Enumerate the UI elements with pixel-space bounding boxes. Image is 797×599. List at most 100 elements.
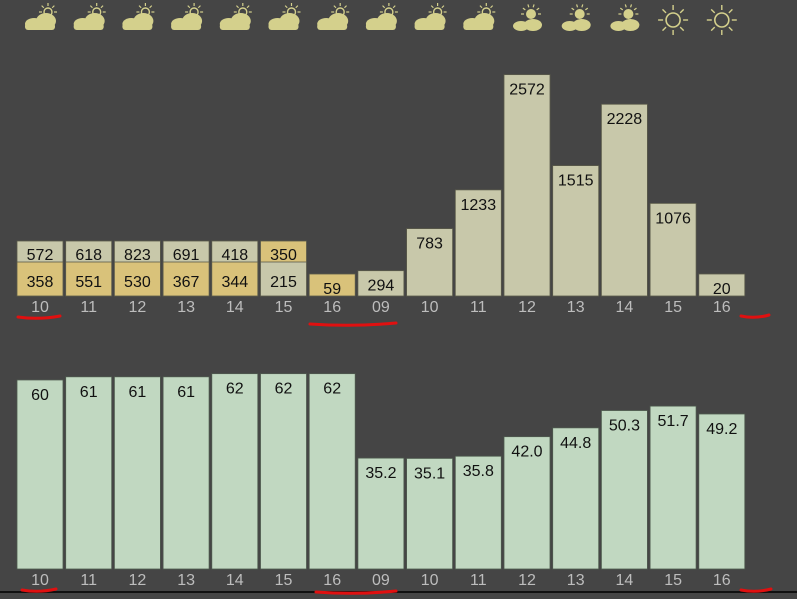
data-label: 367 (173, 274, 200, 291)
sun-ray (138, 5, 142, 9)
data-label: 35.1 (414, 465, 445, 482)
sun-ray (633, 7, 637, 11)
sun-ray (522, 7, 526, 11)
sun-ray (679, 26, 685, 32)
x-tick-label: 11 (470, 572, 487, 589)
bar (454, 189, 502, 297)
sun-ray (333, 5, 337, 9)
sun-ray (295, 5, 299, 9)
data-label: 62 (226, 381, 244, 398)
sun-ray (585, 7, 589, 11)
data-label: 2572 (509, 82, 545, 99)
cloud-base (317, 23, 348, 30)
sun-ray (187, 5, 191, 9)
data-label: 1076 (655, 210, 691, 227)
data-label: 50.3 (609, 418, 640, 435)
sun-ray (89, 5, 93, 9)
cloud-base (219, 23, 250, 30)
data-label: 823 (124, 247, 151, 264)
red-underline-mark (16, 314, 62, 320)
sun-ray (536, 7, 540, 11)
sun-ray (619, 7, 624, 11)
x-tick-label: 12 (129, 299, 147, 316)
bar (308, 373, 356, 570)
sun-ray (624, 4, 627, 8)
bar (65, 261, 113, 297)
cloud-base (268, 23, 299, 30)
sun-ray (532, 4, 535, 8)
bar (357, 270, 405, 297)
data-label: 2228 (607, 111, 643, 128)
x-tick-label: 16 (323, 299, 341, 316)
bar (503, 74, 551, 297)
bar (601, 103, 648, 297)
x-tick-label: 14 (616, 299, 634, 316)
data-label: 61 (129, 384, 147, 401)
bar (114, 261, 161, 297)
data-label: 49.2 (706, 421, 737, 438)
data-label: 51.7 (658, 413, 689, 430)
x-tick-label: 14 (226, 299, 244, 316)
bar (260, 373, 307, 570)
x-tick-label: 14 (226, 572, 244, 589)
bar (601, 410, 648, 570)
data-label: 691 (173, 247, 200, 264)
sun-ray (581, 4, 584, 8)
red-underline-mark (20, 587, 58, 593)
x-tick-label: 11 (80, 572, 97, 589)
sun-ray (41, 5, 45, 9)
x-tick-label: 09 (372, 572, 390, 589)
x-tick-label: 12 (518, 572, 536, 589)
sun-ray (571, 7, 575, 11)
sun-ray (382, 5, 386, 9)
sun-ray (197, 5, 201, 9)
sun-ray (392, 5, 396, 9)
x-tick-label: 13 (177, 299, 195, 316)
data-label: 572 (27, 247, 54, 264)
data-label: 62 (323, 381, 341, 398)
sun-ray (710, 26, 716, 32)
bar (552, 427, 600, 570)
sun-ray (149, 5, 153, 9)
bar (211, 373, 259, 570)
red-underline-annotations (16, 313, 773, 595)
data-label: 60 (31, 387, 49, 404)
bar (698, 413, 746, 570)
data-label: 61 (80, 384, 98, 401)
sun-ray (661, 8, 667, 14)
cloud-base (25, 23, 55, 30)
sun-cloud-icon (463, 3, 496, 30)
sun-ray (527, 4, 530, 8)
sun-cloud-icon (317, 3, 350, 30)
x-tick-label: 13 (177, 572, 195, 589)
x-tick-label: 16 (323, 572, 341, 589)
x-tick-label: 16 (713, 572, 731, 589)
red-underline-mark (739, 313, 771, 319)
cloud-base (463, 23, 494, 30)
cloud-base (365, 23, 396, 30)
data-label: 62 (275, 381, 293, 398)
bar (16, 261, 64, 297)
data-label: 42.0 (511, 444, 542, 461)
bar (211, 261, 259, 297)
x-tick-label: 12 (518, 299, 536, 316)
partly-sunny-icon (610, 4, 640, 31)
sun-disc (713, 12, 730, 28)
partly-sunny-icon (513, 4, 542, 31)
bar (65, 376, 113, 570)
lower-bar-chart: 60 10 61 11 61 12 61 13 62 14 62 15 62 16 35.2 09 35.1 10… (0, 373, 797, 593)
data-label: 20 (713, 281, 731, 298)
data-label: 1515 (558, 173, 594, 190)
sun-ray (728, 8, 733, 14)
sun-ray (441, 5, 445, 9)
sun-ray (710, 8, 716, 14)
data-label: 350 (270, 247, 297, 264)
bar (308, 273, 356, 297)
data-label: 294 (368, 278, 395, 295)
sun-disc (526, 9, 536, 19)
bar (162, 376, 210, 570)
x-tick-label: 12 (129, 572, 147, 589)
data-label: 618 (75, 247, 102, 264)
sun-ray (344, 5, 347, 9)
